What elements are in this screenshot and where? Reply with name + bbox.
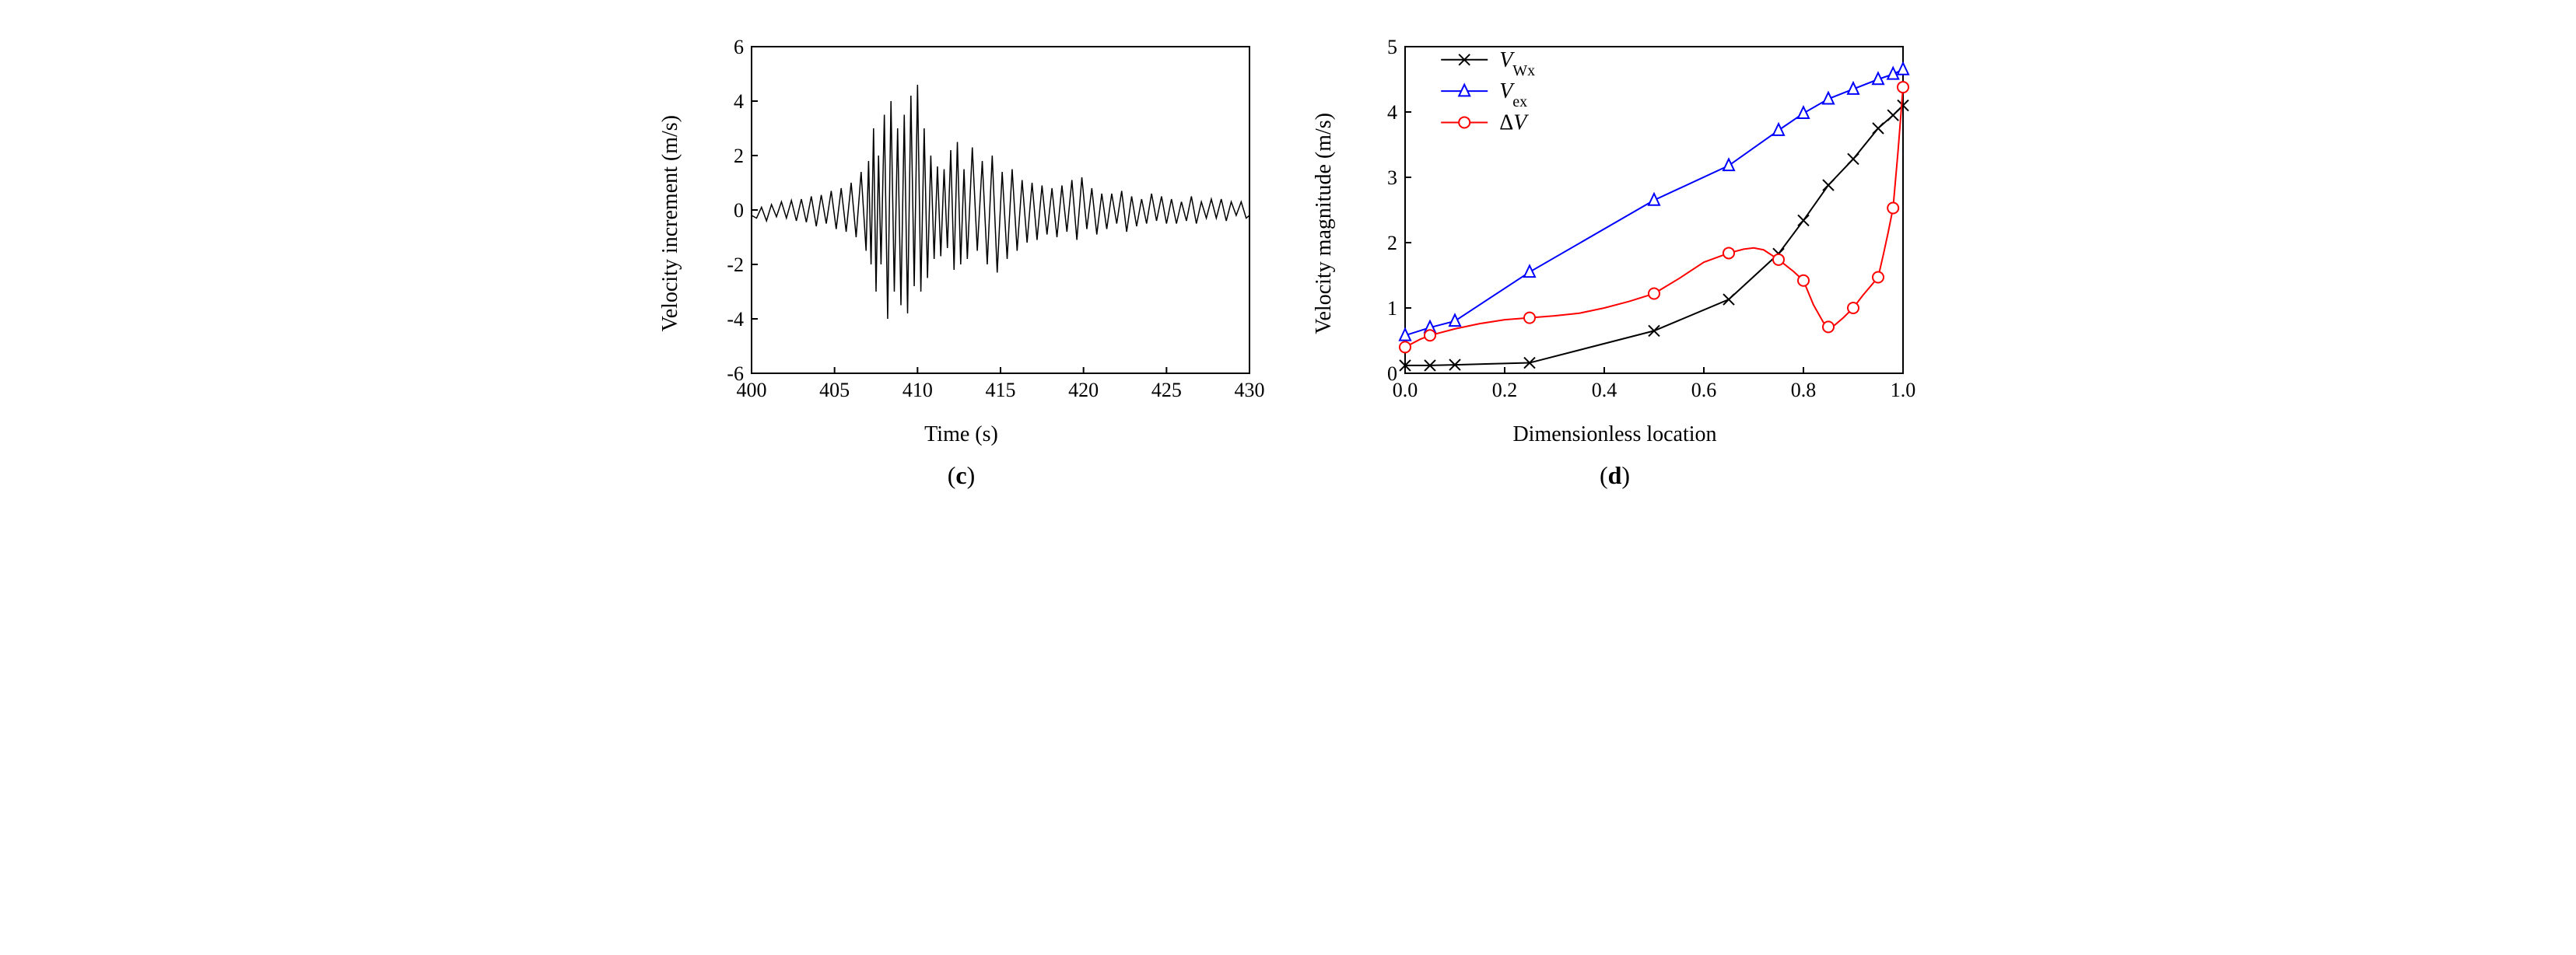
svg-text:-2: -2 — [727, 254, 744, 276]
svg-text:405: 405 — [819, 379, 850, 401]
svg-text:3: 3 — [1387, 166, 1397, 189]
svg-text:4: 4 — [734, 90, 744, 113]
panel-d-chart-wrap: Velocity magnitude (m/s) 0.00.20.40.60.8… — [1312, 31, 1919, 416]
panel-c-xlabel: Time (s) — [924, 422, 998, 447]
svg-text:430: 430 — [1234, 379, 1264, 401]
svg-text:0: 0 — [734, 199, 744, 222]
svg-text:0.4: 0.4 — [1591, 379, 1617, 401]
svg-text:2: 2 — [1387, 232, 1397, 254]
figure-container: Velocity increment (m/s) 400405410415420… — [0, 0, 2576, 521]
panel-d-label: (d) — [1600, 461, 1630, 490]
svg-text:0.8: 0.8 — [1790, 379, 1816, 401]
panel-d-xlabel: Dimensionless location — [1512, 422, 1716, 447]
svg-text:1: 1 — [1387, 297, 1397, 320]
svg-text:420: 420 — [1068, 379, 1099, 401]
svg-text:4: 4 — [1387, 101, 1397, 124]
svg-text:ΔV: ΔV — [1499, 110, 1529, 135]
svg-text:0.6: 0.6 — [1691, 379, 1716, 401]
svg-text:1.0: 1.0 — [1890, 379, 1915, 401]
svg-text:410: 410 — [902, 379, 932, 401]
svg-text:2: 2 — [734, 145, 744, 167]
panel-d-ylabel: Velocity magnitude (m/s) — [1312, 113, 1337, 334]
panel-c-svg: 400405410415420425430-6-4-20246 — [689, 31, 1265, 416]
panel-d-svg: 0.00.20.40.60.81.0012345VWxVexΔV — [1343, 31, 1919, 416]
panel-c: Velocity increment (m/s) 400405410415420… — [658, 31, 1265, 490]
svg-text:5: 5 — [1387, 36, 1397, 58]
panel-c-ylabel: Velocity increment (m/s) — [658, 115, 683, 331]
panel-c-chart-wrap: Velocity increment (m/s) 400405410415420… — [658, 31, 1265, 416]
panel-d: Velocity magnitude (m/s) 0.00.20.40.60.8… — [1312, 31, 1919, 490]
svg-text:425: 425 — [1151, 379, 1181, 401]
svg-text:415: 415 — [985, 379, 1015, 401]
svg-text:0: 0 — [1387, 362, 1397, 385]
panel-c-label: (c) — [948, 461, 976, 490]
svg-text:VWx: VWx — [1499, 48, 1535, 79]
svg-text:Vex: Vex — [1499, 79, 1527, 110]
svg-text:6: 6 — [734, 36, 744, 58]
svg-text:-4: -4 — [727, 308, 744, 331]
svg-text:0.2: 0.2 — [1491, 379, 1517, 401]
svg-text:-6: -6 — [727, 362, 744, 385]
